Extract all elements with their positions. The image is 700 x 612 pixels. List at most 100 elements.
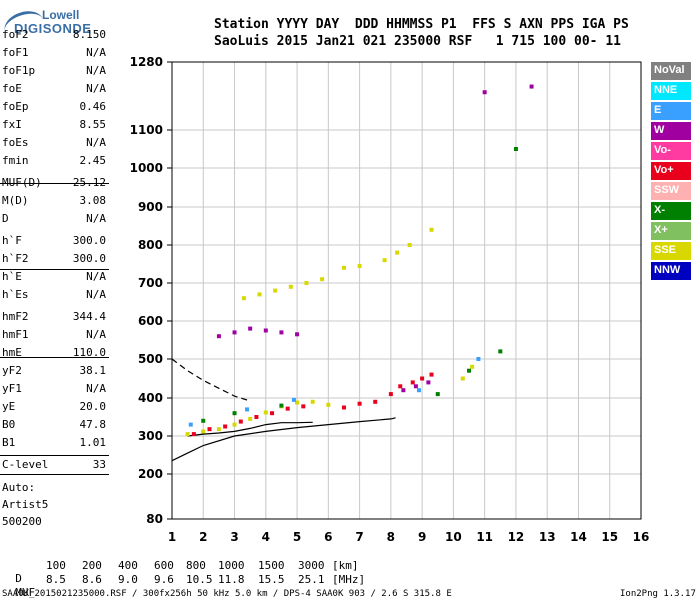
x-tick-label: 15 — [601, 530, 618, 544]
param-value: N/A — [86, 382, 106, 395]
legend-label: W — [654, 124, 665, 136]
data-point — [216, 427, 221, 432]
note-version: 500200 — [2, 515, 42, 528]
muf-value: 9.0 — [118, 573, 138, 586]
data-point — [476, 357, 481, 361]
param-name: foF1 — [2, 46, 29, 59]
y-tick-label: 600 — [138, 314, 163, 328]
legend-item: SSE — [651, 242, 691, 260]
data-point — [248, 416, 253, 421]
data-point — [295, 332, 300, 337]
muf-row: MUF 8.5 8.6 9.0 9.6 10.5 11.8 15.5 25.1 [MHz] — [2, 573, 365, 612]
y-tick-label: 300 — [138, 429, 163, 443]
param-name: B0 — [2, 418, 16, 431]
d-value: 600 — [154, 559, 174, 572]
data-point — [373, 399, 378, 404]
note-auto: Auto: — [2, 481, 36, 494]
param-row: foEs N/A — [0, 136, 108, 154]
param-name: fmin — [2, 154, 29, 167]
param-row: hmF2 344.4 — [0, 310, 108, 328]
data-point — [288, 284, 293, 289]
trace-line — [171, 417, 396, 462]
note-artist: Artist5 — [2, 498, 49, 511]
chart-traces — [171, 358, 396, 462]
chart-grid — [171, 61, 642, 520]
data-point — [291, 397, 296, 402]
muf-value: 15.5 — [258, 573, 285, 586]
param-name: h`F2 — [2, 252, 29, 265]
param-value: N/A — [86, 136, 106, 149]
param-separator — [0, 474, 109, 475]
legend-label: NNE — [654, 84, 678, 96]
x-tick-label: 13 — [539, 530, 556, 544]
legend-item: SSW — [651, 182, 691, 200]
param-value: 2.45 — [79, 154, 107, 167]
y-tick-label: 700 — [138, 276, 163, 290]
data-point — [498, 349, 503, 354]
param-separator — [0, 269, 109, 270]
data-point — [513, 147, 518, 151]
param-row: foEp 0.46 — [0, 100, 108, 118]
param-row: D N/A — [0, 212, 108, 230]
data-point — [341, 265, 346, 270]
param-value: N/A — [86, 46, 106, 59]
param-value: N/A — [86, 64, 106, 77]
x-tick-label: 10 — [445, 530, 462, 544]
d-value: 1500 — [258, 559, 285, 572]
param-value: 8.55 — [79, 118, 107, 131]
param-value: N/A — [86, 328, 106, 341]
legend-item: NNW — [651, 262, 691, 280]
param-value: N/A — [86, 288, 106, 301]
legend-label: X+ — [654, 224, 668, 236]
x-tick-label: 14 — [570, 530, 587, 544]
chart-points — [185, 84, 534, 437]
legend-label: NoVal — [654, 64, 685, 76]
legend-item: X- — [651, 202, 691, 220]
param-row: hmF1 N/A — [0, 328, 108, 346]
d-value: 800 — [186, 559, 206, 572]
data-point — [257, 292, 262, 297]
muf-value: 9.6 — [154, 573, 174, 586]
muf-value: 25.1 — [298, 573, 325, 586]
y-tick-label: 800 — [138, 238, 163, 252]
param-value: 3.08 — [79, 194, 107, 207]
logo-line2: DIGISONDE — [14, 21, 92, 36]
data-point — [207, 427, 212, 432]
data-point — [201, 429, 206, 434]
muf-value: 8.6 — [82, 573, 102, 586]
legend-item: Vo+ — [651, 162, 691, 180]
logo-line1: Lowell — [42, 8, 80, 22]
data-point — [413, 384, 418, 389]
param-value: 33 — [92, 458, 106, 471]
d-value: 1000 — [218, 559, 245, 572]
trace-line — [171, 358, 251, 402]
param-name: h`E — [2, 270, 22, 283]
data-point — [382, 258, 387, 263]
legend-item: Vo- — [651, 142, 691, 160]
data-point — [241, 296, 246, 301]
param-value: 0.46 — [79, 100, 107, 113]
data-point — [326, 402, 331, 407]
data-point — [279, 403, 284, 408]
param-value: 1.01 — [79, 436, 107, 449]
legend-label: SSW — [654, 184, 680, 196]
legend-label: Vo- — [654, 144, 671, 156]
legend-item: NNE — [651, 82, 691, 100]
param-name: yF2 — [2, 364, 22, 377]
param-name: hmE — [2, 346, 22, 359]
muf-value: [MHz] — [332, 573, 366, 586]
x-tick-label: 4 — [262, 530, 270, 544]
param-value: 20.0 — [79, 400, 107, 413]
x-tick-label: 5 — [293, 530, 301, 544]
footer-info: SAA0K_2015021235000.RSF / 300fx256h 50 k… — [2, 589, 452, 599]
data-point — [279, 330, 284, 335]
data-point — [216, 334, 221, 339]
data-point — [388, 392, 393, 397]
param-value: 344.4 — [72, 310, 106, 323]
param-name: M(D) — [2, 194, 29, 207]
data-point — [470, 364, 475, 369]
footer-version: Ion2Png 1.3.17 — [620, 589, 696, 599]
data-point — [435, 392, 440, 397]
param-name: C-level — [2, 458, 49, 471]
